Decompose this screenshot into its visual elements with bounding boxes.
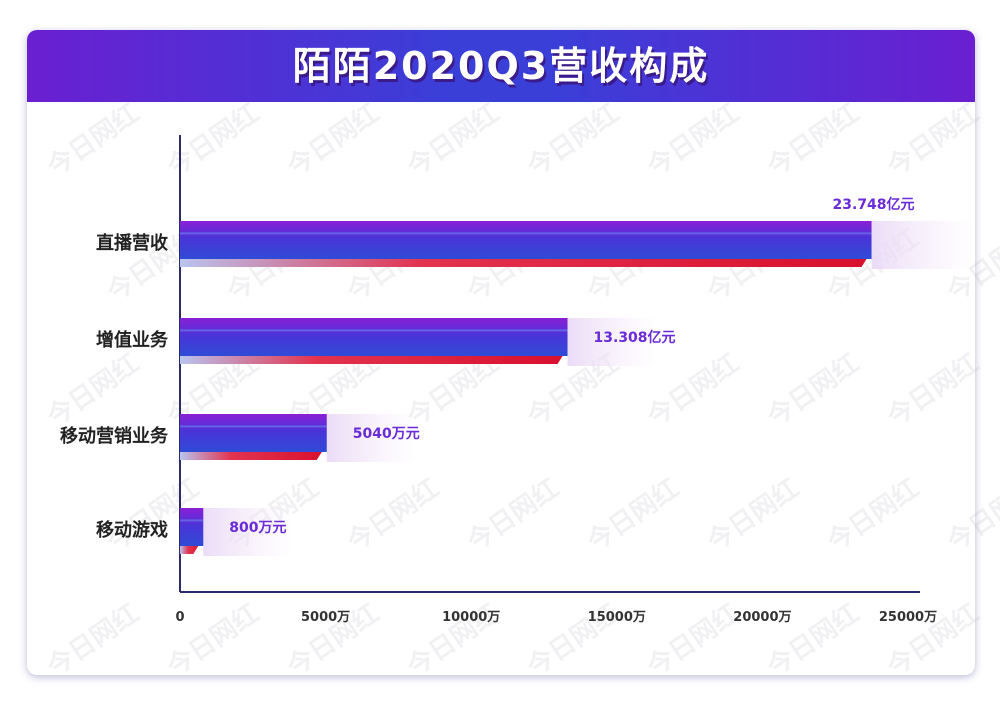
bar <box>180 318 568 356</box>
bar-highlight <box>180 519 204 522</box>
x-tick-label: 5000万 <box>301 610 350 625</box>
category-label: 增值业务 <box>96 329 169 351</box>
data-label: 5040万元 <box>353 426 420 442</box>
bar-highlight <box>180 425 327 428</box>
category-label: 移动营销业务 <box>60 425 169 447</box>
category-label: 直播营收 <box>96 232 168 254</box>
chart-title: 陌陌2020Q3营收构成 <box>292 44 710 88</box>
bar-highlight <box>180 329 568 332</box>
bar-highlight <box>180 232 872 235</box>
bar-glow <box>326 414 417 462</box>
data-label: 23.748亿元 <box>833 196 915 213</box>
x-tick-label: 20000万 <box>733 610 791 625</box>
category-label: 移动游戏 <box>96 519 168 541</box>
bar <box>180 414 327 452</box>
x-tick-label: 15000万 <box>588 610 646 625</box>
bar <box>180 221 872 259</box>
x-tick-label: 0 <box>175 610 184 625</box>
bar-glow <box>567 318 658 366</box>
data-label: 13.308亿元 <box>594 329 676 346</box>
x-tick-label: 25000万 <box>879 610 937 625</box>
bar <box>180 508 204 546</box>
bar-glow <box>203 508 294 556</box>
title-bar: 陌陌2020Q3营收构成 <box>27 30 975 102</box>
data-label: 800万元 <box>229 520 286 536</box>
x-tick-label: 10000万 <box>442 610 500 625</box>
bar-glow <box>871 221 976 269</box>
